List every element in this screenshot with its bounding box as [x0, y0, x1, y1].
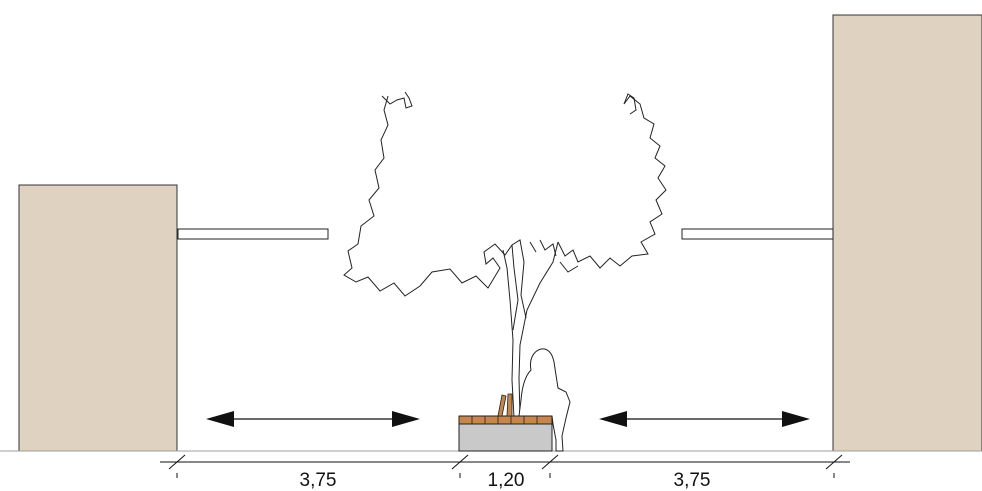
bench-top [458, 415, 553, 425]
person-seated-icon [518, 348, 571, 452]
dimension-label-center: 1,20 [488, 470, 525, 491]
dimension-line [160, 454, 850, 478]
bench-backrest [497, 393, 513, 417]
double-arrow-icon [206, 411, 420, 427]
planter-box [458, 423, 553, 452]
dimension-label-right: 3,75 [674, 470, 711, 491]
left-building [18, 184, 178, 452]
left-canopy [177, 228, 329, 240]
dimension-label-left: 3,75 [300, 470, 337, 491]
double-arrow-icon [599, 411, 810, 427]
bench-slats [471, 416, 538, 424]
tree-icon [343, 91, 667, 418]
right-canopy [681, 228, 834, 240]
right-building [832, 14, 982, 452]
